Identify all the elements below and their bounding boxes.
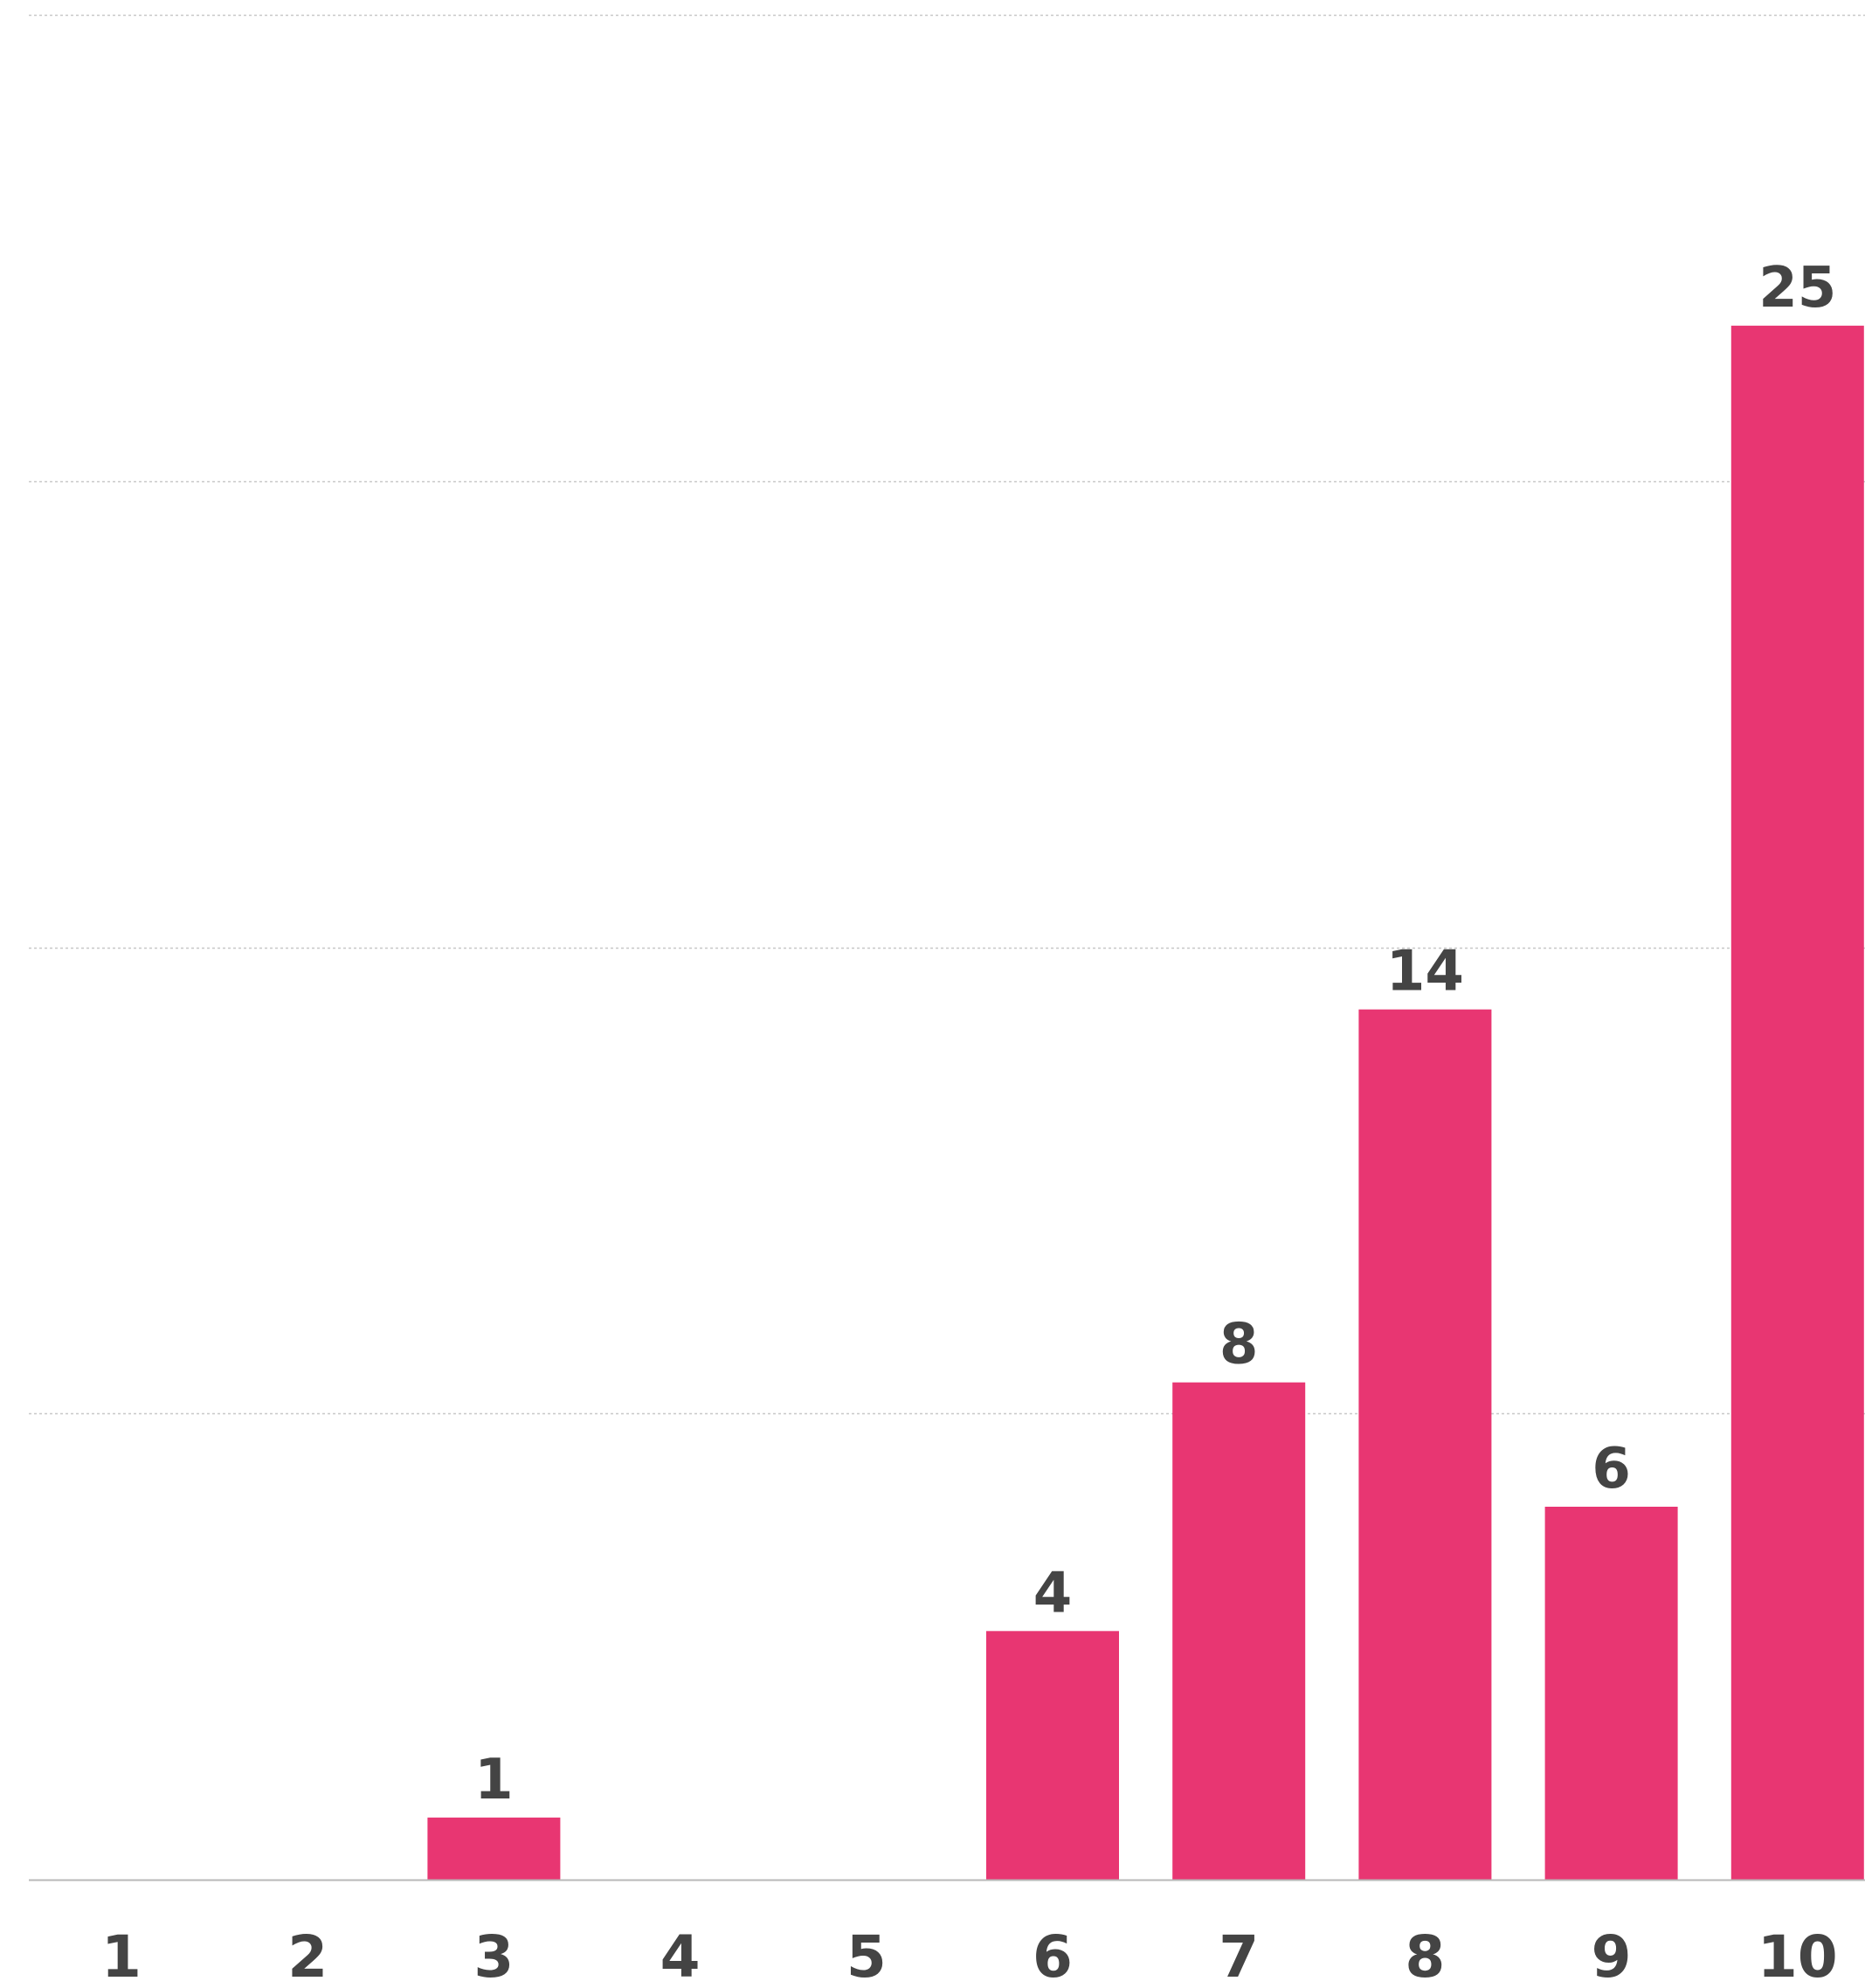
- x-tick-label-8: 8: [1405, 1923, 1445, 1984]
- bar-8: [1358, 1009, 1492, 1880]
- x-tick-label-2: 2: [287, 1923, 328, 1984]
- bar-3: [427, 1817, 561, 1880]
- x-tick-label-9: 9: [1592, 1923, 1632, 1984]
- data-label-6: 4: [1033, 1561, 1073, 1626]
- bar-10: [1730, 325, 1864, 1880]
- x-tick-label-1: 1: [101, 1923, 142, 1984]
- data-label-8: 14: [1386, 940, 1464, 1004]
- data-label-10: 25: [1758, 256, 1836, 321]
- x-tick-label-5: 5: [846, 1923, 887, 1984]
- bar-9: [1544, 1507, 1678, 1880]
- bar-6: [986, 1631, 1119, 1880]
- bar-7: [1172, 1382, 1306, 1880]
- x-tick-label-4: 4: [660, 1923, 701, 1984]
- x-tick-label-10: 10: [1758, 1923, 1838, 1984]
- x-tick-label-7: 7: [1219, 1923, 1259, 1984]
- bars: [427, 325, 1864, 1880]
- x-tick-label-6: 6: [1033, 1923, 1073, 1984]
- data-label-7: 8: [1219, 1313, 1259, 1377]
- x-tick-label-3: 3: [473, 1923, 514, 1984]
- data-label-9: 6: [1592, 1437, 1631, 1501]
- x-axis: 1 2 3 4 5 6 7 8 9 10: [29, 1879, 1865, 1988]
- data-label-3: 1: [474, 1748, 514, 1812]
- gridlines: [29, 14, 1865, 1415]
